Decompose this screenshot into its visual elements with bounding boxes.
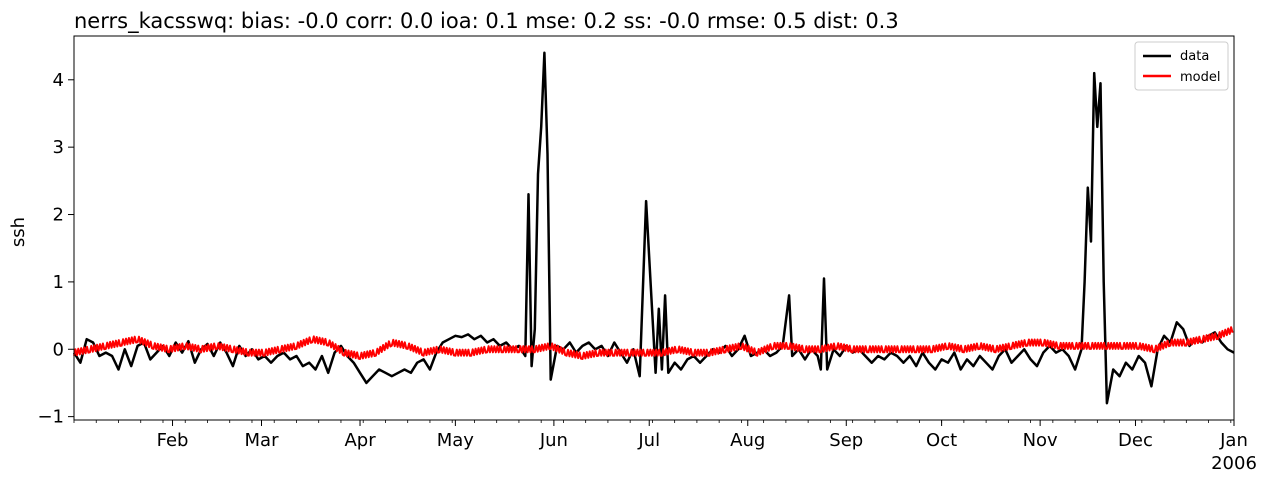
plot-frame — [73, 35, 1235, 421]
x-tick-label: Aug — [730, 430, 765, 451]
y-axis-label: ssh — [8, 217, 29, 247]
y-axis: −1 0 1 2 3 4 — [37, 70, 74, 428]
y-tick-label: −1 — [37, 407, 64, 428]
x-year-label: 2006 — [1211, 453, 1257, 474]
x-tick-label: Jan — [1219, 430, 1248, 451]
x-tick-label: Jul — [637, 430, 660, 451]
legend-label-model: model — [1180, 70, 1220, 85]
series-line-model — [73, 326, 1234, 360]
y-tick-label: 0 — [53, 339, 64, 360]
legend-box — [1134, 41, 1229, 91]
series-layer — [72, 51, 1235, 405]
y-tick-label: 2 — [53, 205, 64, 226]
x-tick-label: Sep — [829, 430, 863, 451]
x-tick-label: Mar — [245, 430, 280, 451]
x-tick-label: Oct — [926, 430, 957, 451]
legend-label-data: data — [1180, 49, 1209, 64]
x-tick-label: Feb — [157, 430, 189, 451]
x-tick-label: May — [437, 430, 475, 451]
y-tick-label: 3 — [53, 137, 64, 158]
chart-title: nerrs_kacsswq: bias: -0.0 corr: 0.0 ioa:… — [74, 9, 899, 34]
y-tick-label: 4 — [53, 70, 64, 91]
x-tick-label: Dec — [1118, 430, 1153, 451]
y-tick-label: 1 — [53, 272, 64, 293]
x-tick-label: Nov — [1023, 430, 1058, 451]
x-tick-label: Apr — [344, 430, 376, 451]
x-axis: Feb Mar Apr May Jun Jul Aug Sep Oct Nov Dec Jan — [73, 420, 1248, 451]
series-line-data — [72, 51, 1235, 405]
x-tick-label: Jun — [539, 430, 568, 451]
legend: data model — [1134, 41, 1229, 91]
